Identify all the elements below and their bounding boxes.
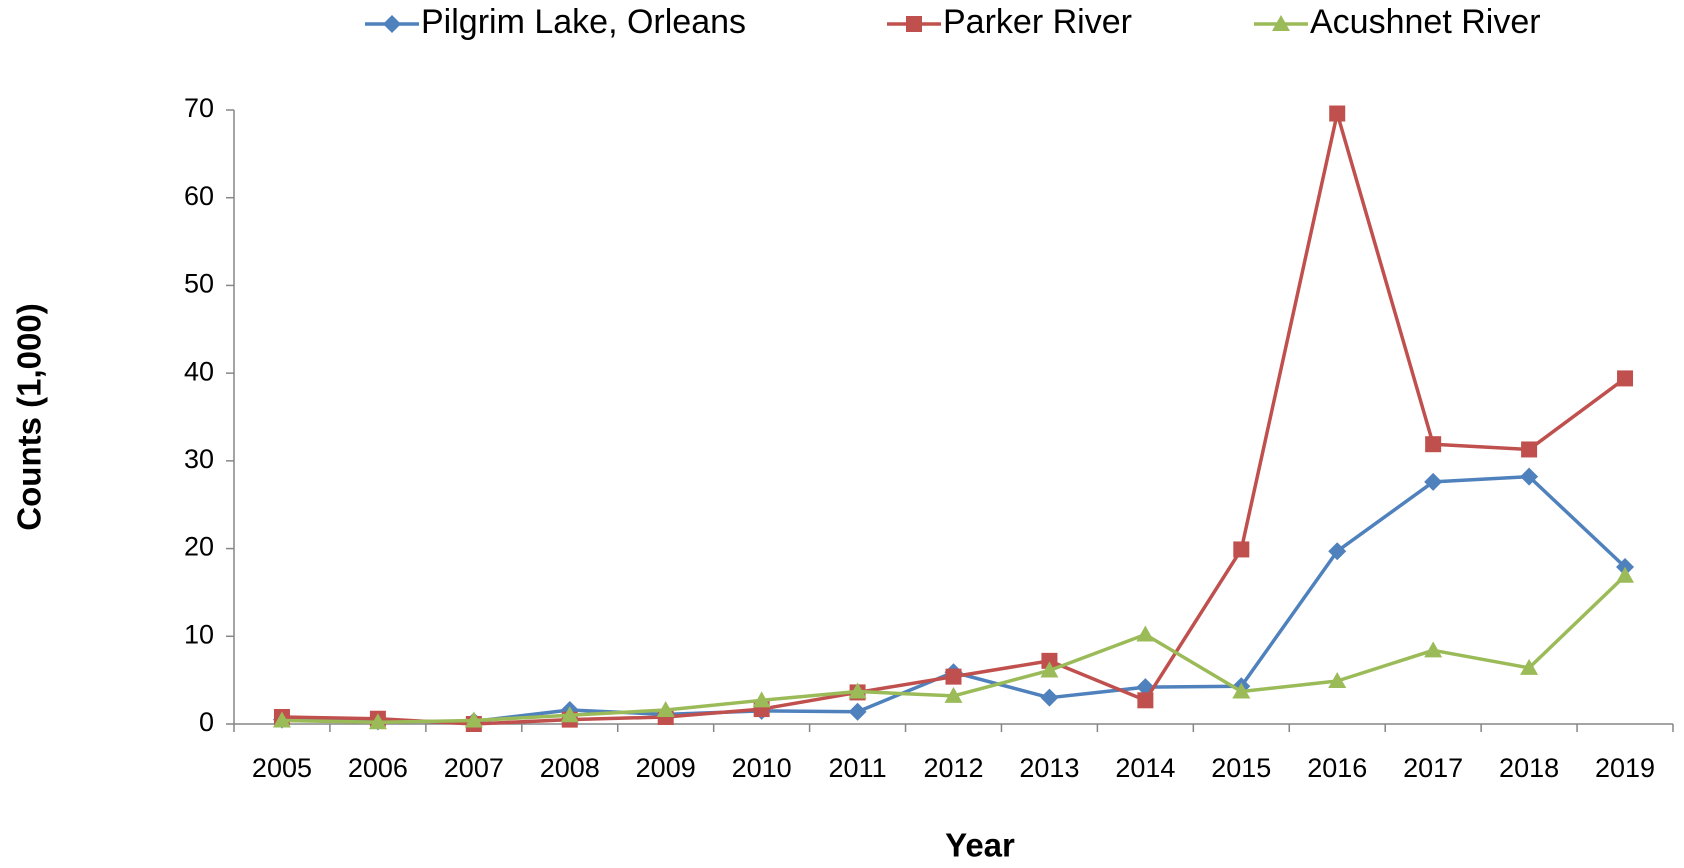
point <box>1617 370 1634 387</box>
point <box>1040 661 1059 678</box>
x-tick-label: 2016 <box>1307 753 1367 783</box>
legend-marker <box>1272 15 1290 31</box>
y-tick-label: 10 <box>184 619 214 649</box>
point <box>1328 672 1347 689</box>
y-tick-label: 30 <box>184 444 214 474</box>
y-tick-label: 70 <box>184 93 214 123</box>
point <box>1520 467 1539 486</box>
point <box>848 682 867 699</box>
point <box>945 668 962 685</box>
point <box>1328 542 1347 561</box>
x-tick-label: 2007 <box>444 753 504 783</box>
x-tick-label: 2012 <box>923 753 983 783</box>
x-tick-label: 2014 <box>1115 753 1175 783</box>
x-tick-label: 2005 <box>252 753 312 783</box>
x-axis-title: Year <box>945 827 1015 864</box>
point <box>464 711 483 728</box>
point <box>272 711 291 728</box>
y-tick-label: 0 <box>199 707 214 737</box>
x-tick-label: 2018 <box>1499 753 1559 783</box>
series-line <box>281 111 1627 726</box>
point <box>1616 566 1635 583</box>
point <box>1232 682 1251 699</box>
point <box>1136 625 1155 642</box>
legend-label: Parker River <box>943 3 1132 41</box>
x-tick-label: 2009 <box>636 753 696 783</box>
point <box>752 691 771 708</box>
point <box>1520 658 1539 675</box>
point <box>560 706 579 723</box>
legend-label: Pilgrim Lake, Orleans <box>421 3 746 41</box>
x-tick-label: 2008 <box>540 753 600 783</box>
y-tick-label: 60 <box>184 181 214 211</box>
y-tick-label: 50 <box>184 269 214 299</box>
point <box>1521 441 1538 458</box>
x-tick-label: 2006 <box>348 753 408 783</box>
point <box>1424 472 1443 491</box>
point <box>944 686 963 703</box>
x-tick-label: 2019 <box>1595 753 1655 783</box>
legend-marker <box>906 16 922 32</box>
y-tick-label: 20 <box>184 532 214 562</box>
point <box>1040 688 1059 707</box>
point <box>656 700 675 717</box>
point <box>1425 436 1442 453</box>
x-tick-label: 2011 <box>829 753 887 783</box>
y-tick-label: 40 <box>184 356 214 386</box>
point <box>1233 541 1250 558</box>
y-axis-title: Counts (1,000) <box>11 303 48 530</box>
point <box>1137 692 1154 709</box>
point <box>1424 641 1443 658</box>
x-tick-label: 2015 <box>1211 753 1271 783</box>
point <box>848 702 867 721</box>
x-tick-label: 2010 <box>732 753 792 783</box>
series-line <box>281 474 1627 724</box>
point <box>1041 652 1058 669</box>
x-tick-label: 2017 <box>1403 753 1463 783</box>
point <box>1329 105 1346 122</box>
x-tick-label: 2013 <box>1019 753 1079 783</box>
legend-marker <box>383 15 401 33</box>
legend-label: Acushnet River <box>1310 3 1541 41</box>
point <box>368 713 387 730</box>
